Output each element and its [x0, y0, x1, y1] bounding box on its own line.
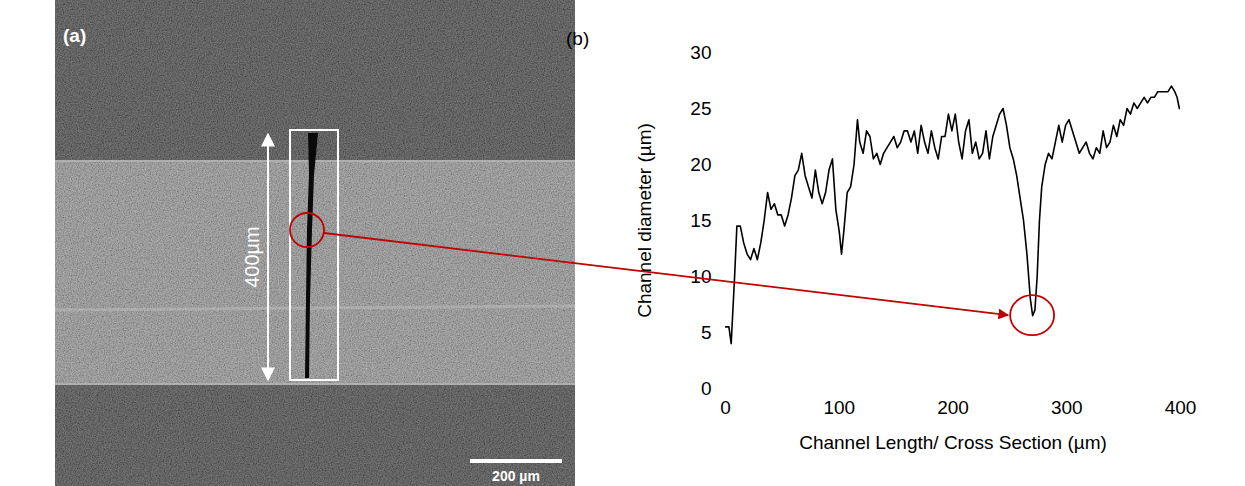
svg-text:5: 5	[701, 322, 712, 343]
svg-text:400: 400	[1165, 397, 1197, 418]
svg-text:0: 0	[720, 397, 731, 418]
html-text:(b): (b)	[566, 28, 590, 49]
svg-text:200: 200	[937, 397, 969, 418]
svg-text:Channel Length/ Cross Section: Channel Length/ Cross Section (µm)	[799, 432, 1107, 453]
svg-text:100: 100	[823, 397, 855, 418]
svg-text:300: 300	[1051, 397, 1083, 418]
svg-text:(a): (a)	[63, 25, 86, 46]
svg-text:400µm: 400µm	[241, 226, 263, 288]
svg-text:20: 20	[690, 154, 711, 175]
svg-text:15: 15	[690, 210, 711, 231]
svg-text:200 µm: 200 µm	[492, 468, 540, 484]
svg-text:10: 10	[690, 266, 711, 287]
svg-text:Channel diameter (µm): Channel diameter (µm)	[634, 123, 655, 318]
svg-text:25: 25	[690, 98, 711, 119]
svg-text:30: 30	[690, 42, 711, 63]
svg-text:0: 0	[701, 378, 712, 399]
